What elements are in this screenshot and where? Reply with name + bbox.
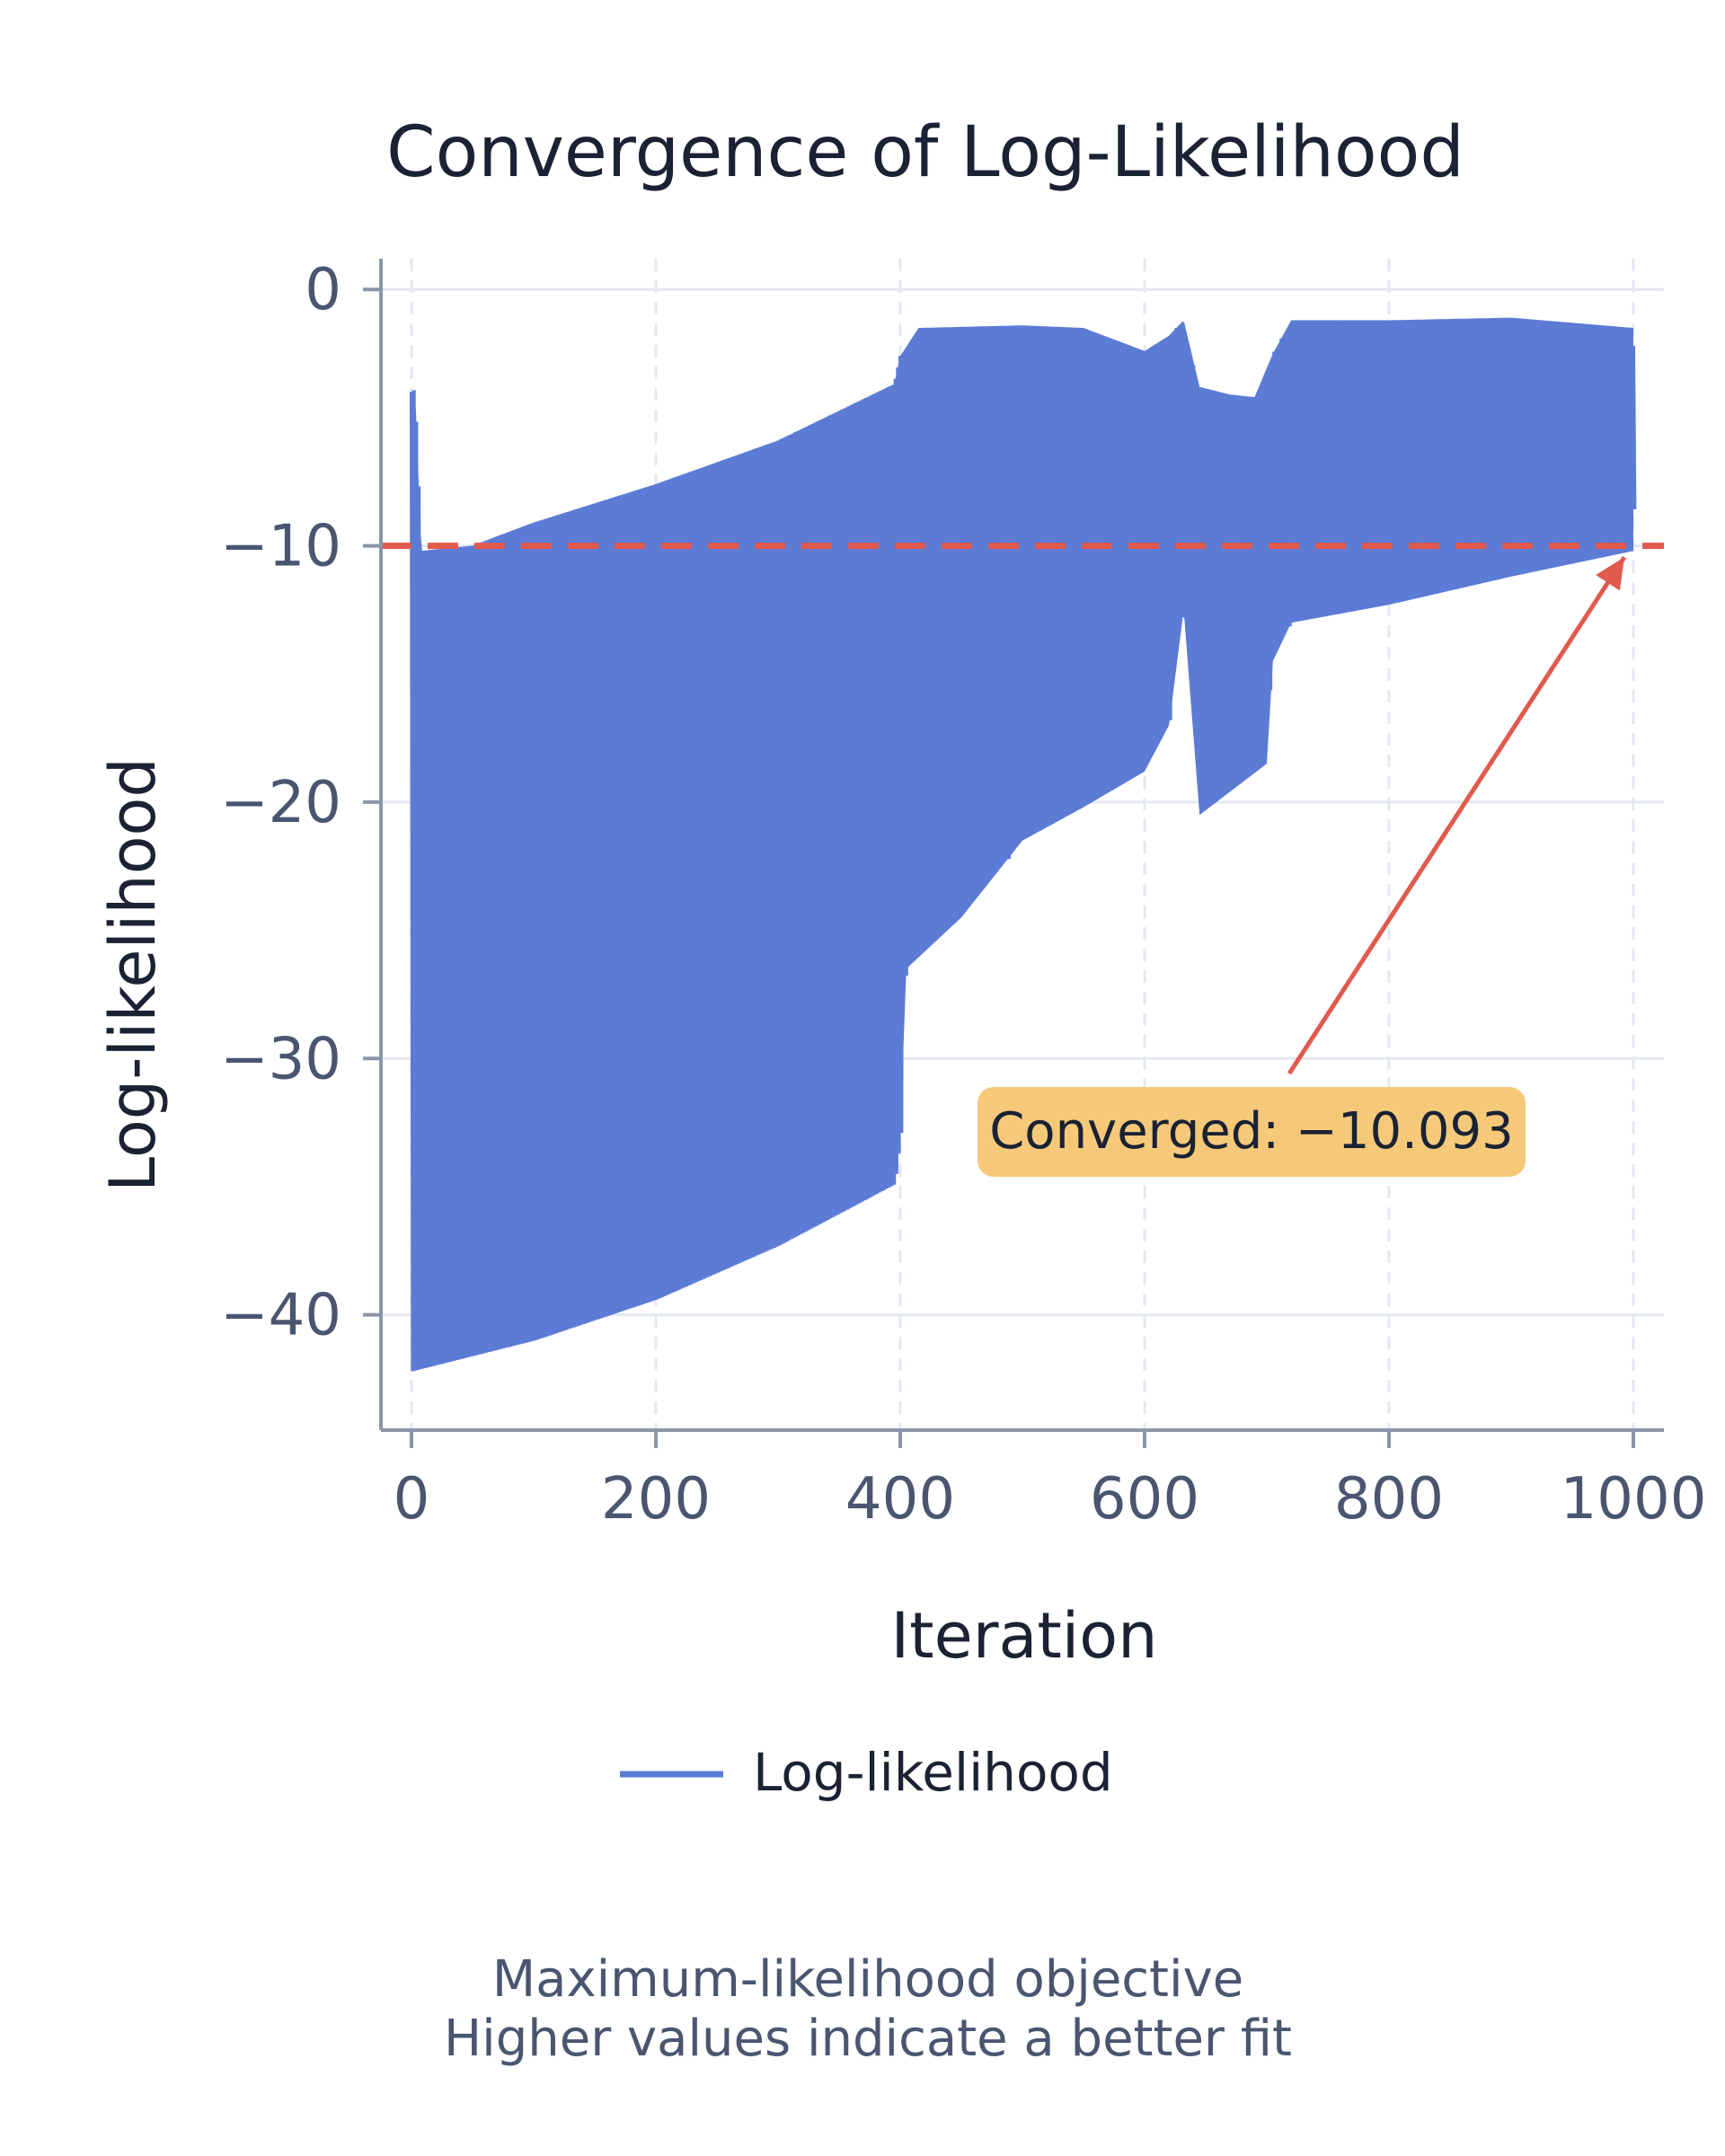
axes [379, 259, 1664, 1432]
y-tick-label: −30 [220, 1026, 341, 1092]
data-line [410, 319, 1637, 1372]
y-tick-label: −40 [220, 1283, 341, 1349]
legend-label: Log-likelihood [753, 1742, 1113, 1803]
x-tick-label: 400 [845, 1466, 955, 1533]
chart-title: Convergence of Log-Likelihood [386, 112, 1464, 193]
y-tick-label: −20 [220, 770, 341, 836]
x-ticks: 0 200 400 600 800 1000 [394, 1430, 1707, 1533]
x-tick-label: 0 [394, 1466, 430, 1533]
y-axis-label: Log-likelihood [96, 757, 170, 1192]
x-tick-label: 600 [1090, 1466, 1199, 1533]
legend: Log-likelihood [620, 1742, 1113, 1803]
annotation-arrow [1287, 555, 1627, 1075]
y-tick-label: −10 [220, 514, 341, 580]
annotation-arrowhead [1596, 557, 1624, 591]
y-ticks: 0 −10 −20 −30 −40 [220, 257, 381, 1349]
annotation: Converged: −10.093 [978, 555, 1627, 1177]
annotation-text: Converged: −10.093 [989, 1102, 1514, 1161]
subtitle-line-1: Maximum-likelihood objective [492, 1950, 1243, 2009]
x-tick-label: 800 [1334, 1466, 1444, 1533]
y-tick-label: 0 [305, 257, 341, 323]
annotation-box [978, 1087, 1526, 1177]
series-line [410, 319, 1637, 1372]
x-tick-label: 1000 [1561, 1466, 1707, 1533]
x-axis-label: Iteration [891, 1599, 1158, 1673]
x-tick-label: 200 [601, 1466, 711, 1533]
subtitle-line-2: Higher values indicate a better fit [444, 2010, 1292, 2068]
